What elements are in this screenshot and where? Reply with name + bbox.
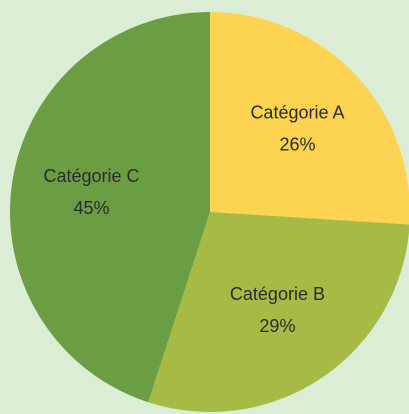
slice-value-label: 45% (73, 198, 109, 218)
slice-label: Catégorie A (250, 103, 344, 123)
pie-slice (10, 12, 211, 403)
pie-slice (148, 212, 409, 412)
pie-slice (210, 12, 409, 225)
slice-value-label: 29% (259, 316, 295, 336)
slice-label: Catégorie B (230, 284, 325, 304)
slice-label: Catégorie C (43, 166, 139, 186)
slice-value-label: 26% (279, 135, 315, 155)
